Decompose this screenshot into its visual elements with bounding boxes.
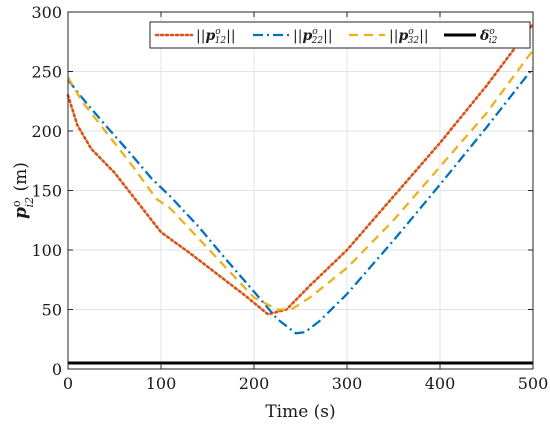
- y-tick-label: 200: [31, 122, 62, 141]
- legend-label-3: ||po 32||: [389, 27, 429, 46]
- legend: ||po 12|| ||po 22|| ||po 32|| δo i2: [149, 21, 531, 49]
- x-tick-label: 400: [425, 374, 456, 393]
- y-tick-label: 50: [42, 301, 62, 320]
- x-axis-label: Time (s): [265, 402, 335, 422]
- series-line-3: [67, 49, 534, 311]
- x-tick-label: 0: [63, 374, 73, 393]
- y-axis-label-sup: o: [10, 200, 23, 207]
- y-tick-label: 100: [31, 241, 62, 260]
- legend-items: ||po 12|| ||po 22|| ||po 32|| δo i2: [154, 27, 498, 46]
- series-lines: [66, 22, 535, 365]
- y-tick-label: 0: [52, 360, 62, 379]
- y-axis-label: poi2 (m): [10, 162, 36, 219]
- x-tick-label: 100: [146, 374, 177, 393]
- y-axis-label-sub: i2: [23, 197, 36, 208]
- y-tick-label: 150: [31, 182, 62, 201]
- y-tick-label: 300: [31, 3, 62, 22]
- axis-ticks: 0 100 200 300 400 500 0 50 100 150 200 250 300: [31, 3, 548, 393]
- grid-lines: [67, 11, 534, 370]
- legend-label-2: ||po 22||: [293, 27, 333, 46]
- x-tick-label: 200: [239, 374, 270, 393]
- legend-label-4: δo i2: [479, 27, 498, 46]
- series-line-2: [67, 67, 534, 335]
- y-tick-label: 250: [31, 63, 62, 82]
- legend-label-1: ||po 12||: [196, 27, 236, 46]
- y-axis-label-base: p: [11, 207, 31, 219]
- x-tick-label: 300: [332, 374, 363, 393]
- series-line-1: [66, 22, 535, 316]
- x-tick-label: 500: [518, 374, 549, 393]
- y-axis-label-unit: (m): [11, 162, 31, 197]
